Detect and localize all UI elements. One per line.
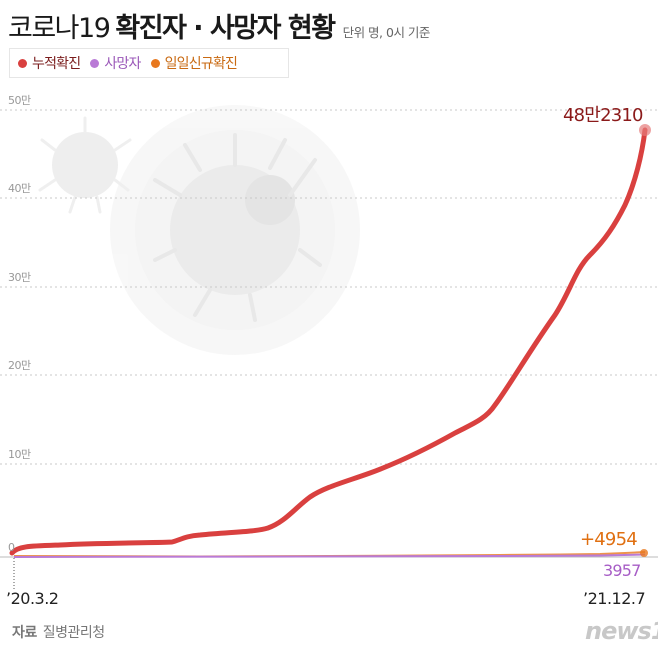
cumulative-annotation: 48만2310	[563, 105, 643, 126]
y-tick-label: 40만	[8, 182, 31, 195]
chart-title: 코로나19 확진자 · 사망자 현황 단위 명, 0시 기준	[8, 6, 430, 45]
y-tick-label: 20만	[8, 359, 31, 372]
legend-label: 누적확진	[32, 56, 81, 72]
unit-note: 단위 명, 0시 기준	[342, 25, 431, 40]
y-tick-label: 50만	[8, 94, 31, 107]
daily-annotation: +4954	[580, 529, 638, 550]
source-credit: 자료 질병관리청	[12, 622, 105, 642]
start-date-label: ’20.3.2	[6, 589, 59, 608]
orange-dot-icon	[150, 58, 160, 68]
red-dot-icon	[18, 58, 27, 68]
y-tick-label: 10만	[8, 448, 31, 461]
legend-label: 사망자	[104, 56, 141, 72]
cumulative-cases-line	[9, 127, 648, 556]
title-prefix: 코로나19	[8, 13, 111, 44]
y-tick-label: 30만	[8, 271, 31, 284]
deaths-annotation: 3957	[603, 561, 641, 580]
daily-end-marker	[640, 549, 648, 557]
purple-dot-icon	[90, 58, 100, 68]
cumulative-end-marker	[639, 124, 651, 136]
legend-item-deaths: 사망자	[90, 53, 141, 73]
legend: 누적확진 사망자 일일신규확진	[9, 48, 289, 78]
end-date-label: ’21.12.7	[583, 589, 646, 608]
title-main: 확진자 · 사망자 현황	[115, 13, 336, 44]
y-tick-label: 0	[8, 541, 15, 554]
source-value: 질병관리청	[42, 625, 105, 641]
legend-item-daily: 일일신규확진	[150, 53, 238, 73]
source-label: 자료	[12, 625, 37, 641]
deaths-line	[13, 553, 646, 558]
news1-logo: news1	[585, 617, 658, 645]
legend-item-cumulative: 누적확진	[18, 53, 81, 73]
legend-label: 일일신규확진	[164, 56, 238, 72]
virus-illustration-icon	[38, 105, 360, 355]
